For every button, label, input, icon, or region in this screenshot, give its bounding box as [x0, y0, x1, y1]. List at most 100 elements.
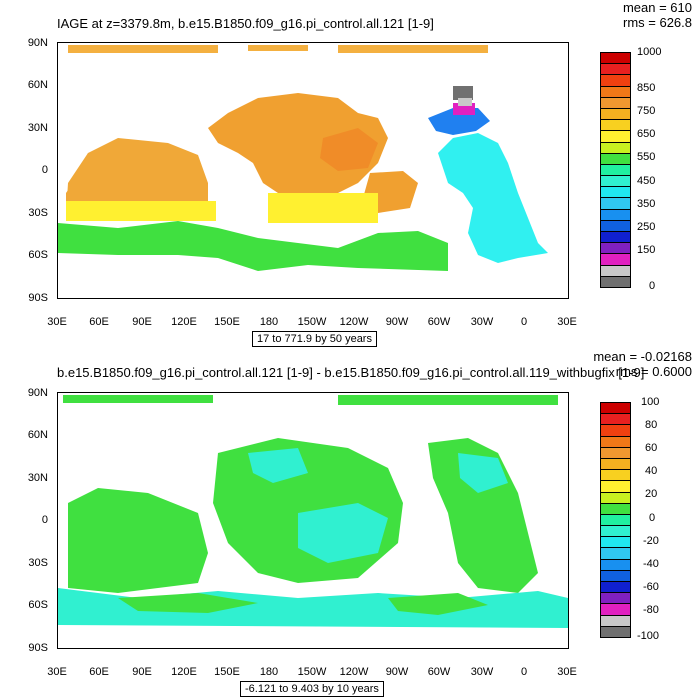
north-atlantic-gray — [453, 86, 473, 100]
atlantic-ocean — [438, 133, 548, 263]
panel2-cb-label: 20 — [645, 488, 658, 500]
panel1-cb-label: 0 — [649, 280, 656, 292]
panel2-xlabel: 90W — [385, 666, 409, 678]
panel2-cb-label: 80 — [645, 419, 658, 431]
panel1-xlabel: 30W — [470, 316, 494, 328]
panel1-ylabel-0: 0 — [41, 164, 48, 176]
panel1-xlabel: 150W — [297, 316, 327, 328]
panel1-ylabel-30s: 30S — [28, 207, 48, 219]
panel2-ylabel-60s: 60S — [28, 599, 48, 611]
panel1-colorbar — [600, 52, 631, 288]
panel2-cb-label: -60 — [643, 581, 659, 593]
indian-ocean — [68, 488, 208, 593]
panel2-xlabel: 90E — [132, 666, 152, 678]
panel2-xlabel: 150E — [214, 666, 240, 678]
panel2-cb-label: 100 — [641, 396, 660, 408]
panel2-cb-label: 40 — [645, 465, 658, 477]
panel1-xlabel: 60E — [89, 316, 109, 328]
panel1-ylabel-30n: 30N — [27, 122, 48, 134]
panel2-colorbar — [600, 402, 631, 638]
arctic-strip — [338, 395, 558, 405]
panel1-map — [57, 42, 569, 299]
panel1-xlabel: 180 — [259, 316, 279, 328]
panel2-rms: rms = 0.6000 — [615, 364, 692, 379]
arctic-region — [248, 45, 308, 51]
panel1-mean: mean = 610 — [622, 0, 692, 15]
south-band — [268, 193, 378, 223]
panel2-contour-caption: -6.121 to 9.403 by 10 years — [240, 681, 384, 697]
panel2-xlabel: 30W — [470, 666, 494, 678]
panel1-xlabel: 0 — [520, 316, 528, 328]
panel1-cb-label: 750 — [637, 105, 656, 117]
panel2-cb-label: 60 — [645, 442, 658, 454]
panel1-ylabel-90s: 90S — [28, 292, 48, 304]
panel1-xlabel: 30E — [557, 316, 577, 328]
panel2-xlabel: 150W — [297, 666, 327, 678]
pacific-ocean — [208, 93, 388, 198]
panel2-map — [57, 392, 569, 649]
panel1-ylabel-90n: 90N — [27, 37, 48, 49]
panel2-xlabel: 30E — [557, 666, 577, 678]
atlantic-ocean — [428, 438, 538, 593]
panel2-xlabel: 180 — [259, 666, 279, 678]
panel1-xlabel: 90W — [385, 316, 409, 328]
southern-green — [388, 593, 488, 615]
panel1-contour-caption: 17 to 771.9 by 50 years — [252, 331, 377, 347]
pacific-ocean — [213, 438, 403, 583]
north-atlantic-white — [458, 98, 472, 106]
panel2-cb-label: -20 — [643, 535, 659, 547]
panel1-rms: rms = 626.8 — [622, 15, 692, 30]
panel2-cb-label: -80 — [643, 604, 659, 616]
panel1-xlabel: 30E — [47, 316, 67, 328]
panel2-map-svg — [58, 395, 568, 628]
indian-ocean-west — [66, 153, 88, 215]
panel1-cb-label: 350 — [637, 198, 656, 210]
pacific-cyan — [298, 503, 388, 563]
panel2-xlabel: 30E — [47, 666, 67, 678]
panel1-ylabel-60s: 60S — [28, 249, 48, 261]
panel2-cb-label: -100 — [637, 630, 660, 642]
panel2-cb-label: 0 — [649, 512, 656, 524]
panel1-cb-label: 850 — [637, 82, 656, 94]
panel1-cb-label: 450 — [637, 175, 656, 187]
pacific-deep — [320, 128, 378, 171]
panel2-ylabel-60n: 60N — [27, 429, 48, 441]
panel1-xlabel: 150E — [214, 316, 240, 328]
panel1-map-svg — [58, 45, 548, 271]
panel1-cb-label: 1000 — [637, 46, 662, 58]
panel2-ylabel-90n: 90N — [27, 387, 48, 399]
south-band — [66, 201, 216, 221]
southern-ocean — [58, 221, 448, 271]
panel2-xlabel: 60W — [427, 666, 451, 678]
panel1-cb-label: 150 — [637, 244, 656, 256]
panel2-title: b.e15.B1850.f09_g16.pi_control.all.121 [… — [57, 365, 645, 380]
pacific-cyan — [248, 448, 308, 483]
colorbar-swatch — [600, 625, 631, 638]
panel1-cb-label: 550 — [637, 151, 656, 163]
panel1-cb-label: 250 — [637, 221, 656, 233]
panel2-ylabel-30s: 30S — [28, 557, 48, 569]
atlantic-cyan — [458, 453, 508, 493]
panel1-title: IAGE at z=3379.8m, b.e15.B1850.f09_g16.p… — [57, 16, 434, 31]
panel2-xlabel: 120W — [339, 666, 369, 678]
panel2-xlabel: 60E — [89, 666, 109, 678]
panel1-cb-label: 650 — [637, 128, 656, 140]
colorbar-swatch — [600, 275, 631, 288]
panel2-xlabel: 0 — [520, 666, 528, 678]
arctic-region — [338, 45, 488, 53]
arctic-strip — [63, 395, 213, 403]
panel1-xlabel: 60W — [427, 316, 451, 328]
panel1-xlabel: 120E — [171, 316, 197, 328]
panel1-ylabel-60n: 60N — [27, 79, 48, 91]
panel2-ylabel-30n: 30N — [27, 472, 48, 484]
panel2-xlabel: 120E — [171, 666, 197, 678]
arctic-region — [68, 45, 218, 53]
panel1-xlabel: 120W — [339, 316, 369, 328]
panel2-ylabel-0: 0 — [41, 514, 48, 526]
indian-ocean — [66, 138, 208, 213]
panel2-cb-label: -40 — [643, 558, 659, 570]
southern-green — [118, 593, 258, 613]
panel1-xlabel: 90E — [132, 316, 152, 328]
panel2-ylabel-90s: 90S — [28, 642, 48, 654]
panel2-mean: mean = -0.02168 — [593, 349, 692, 364]
